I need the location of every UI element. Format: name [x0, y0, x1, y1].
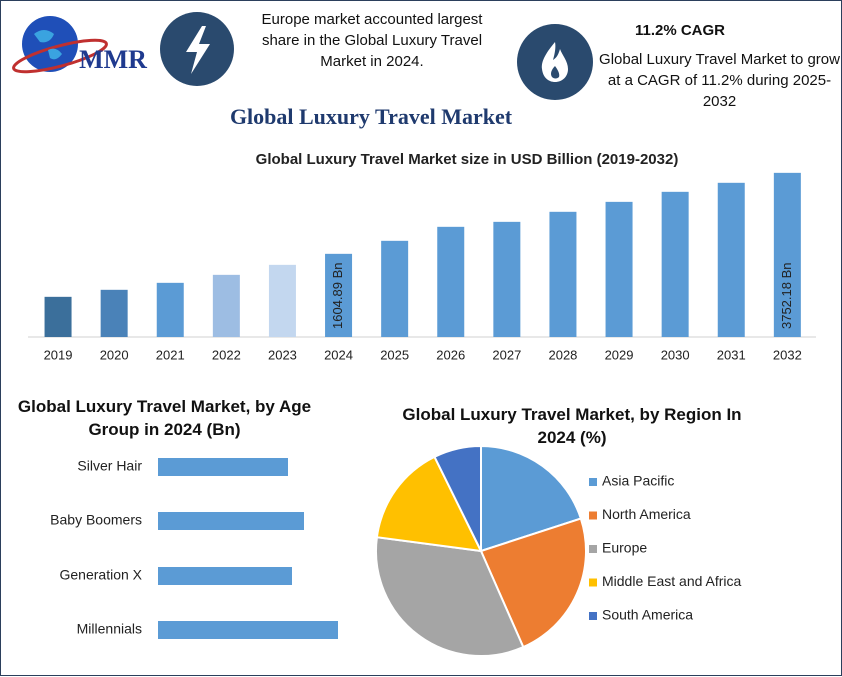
bolt-icon — [160, 12, 234, 86]
chart-title: Global Luxury Travel Market, by Region I… — [402, 405, 742, 447]
x-tick-label: 2032 — [773, 347, 802, 362]
header-note: Europe market accounted largest share in… — [261, 11, 483, 70]
legend-label: South America — [602, 607, 693, 623]
x-tick-label: 2023 — [268, 347, 297, 362]
pie-slice — [480, 444, 583, 553]
x-tick-label: 2020 — [100, 347, 129, 362]
legend-swatch — [589, 612, 597, 620]
pie-slice — [433, 444, 482, 552]
bar — [158, 621, 338, 639]
x-tick-label: 2030 — [661, 347, 690, 362]
y-tick-label: Generation X — [60, 567, 143, 583]
bar — [158, 512, 304, 530]
x-tick-label: 2022 — [212, 347, 241, 362]
flame-icon — [517, 24, 593, 100]
bar — [325, 253, 353, 337]
bar — [158, 567, 292, 585]
logo-text: MMR — [79, 45, 147, 74]
x-tick-label: 2026 — [436, 347, 465, 362]
pie-slice — [375, 536, 525, 657]
logo — [12, 16, 108, 74]
cagr-note: Global Luxury Travel Market to grow at a… — [599, 51, 840, 110]
legend-swatch — [589, 545, 597, 553]
bar — [268, 264, 296, 337]
legend-swatch — [589, 578, 597, 587]
bar — [100, 289, 128, 337]
bar — [437, 226, 465, 337]
legend-label: Asia Pacific — [602, 473, 674, 489]
legend-swatch — [589, 478, 597, 486]
bar — [381, 240, 409, 337]
chart-title: Global Luxury Travel Market, by Age Grou… — [17, 397, 312, 439]
legend-swatch — [589, 511, 597, 520]
pie-slice — [479, 517, 587, 649]
bar — [158, 458, 288, 476]
x-tick-label: 2028 — [548, 347, 577, 362]
bar — [44, 296, 72, 337]
bar — [549, 211, 577, 337]
bar — [493, 221, 521, 337]
bar — [212, 274, 240, 337]
bar — [773, 172, 801, 337]
y-tick-label: Silver Hair — [77, 458, 142, 474]
x-tick-label: 2029 — [605, 347, 634, 362]
bar — [717, 182, 745, 337]
legend-label: Middle East and Africa — [602, 573, 742, 589]
chart-title: Global Luxury Travel Market size in USD … — [256, 151, 679, 168]
legend-label: Europe — [602, 540, 647, 556]
x-tick-label: 2021 — [156, 347, 185, 362]
value-label: 3752.18 Bn — [779, 262, 794, 329]
x-tick-label: 2031 — [717, 347, 746, 362]
cagr-title: 11.2% CAGR — [634, 22, 726, 39]
value-label: 1604.89 Bn — [330, 262, 345, 329]
legend-label: North America — [602, 506, 691, 522]
main-title: Global Luxury Travel Market — [230, 104, 513, 129]
x-tick-label: 2024 — [324, 347, 353, 362]
x-tick-label: 2027 — [492, 347, 521, 362]
x-tick-label: 2025 — [380, 347, 409, 362]
pie-slice — [375, 455, 483, 553]
y-tick-label: Baby Boomers — [50, 512, 142, 528]
bar — [156, 282, 184, 337]
x-tick-label: 2019 — [44, 347, 73, 362]
y-tick-label: Millennials — [77, 621, 142, 637]
bar — [661, 191, 689, 337]
bar — [605, 201, 633, 337]
